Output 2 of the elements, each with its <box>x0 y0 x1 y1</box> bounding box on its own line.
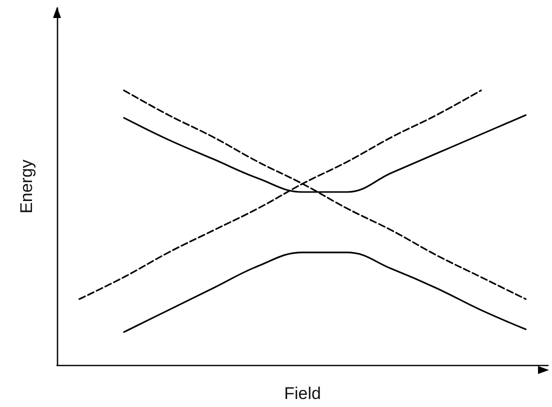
y-axis-title: Energy <box>17 159 36 214</box>
x-axis-title: Field <box>284 384 321 403</box>
